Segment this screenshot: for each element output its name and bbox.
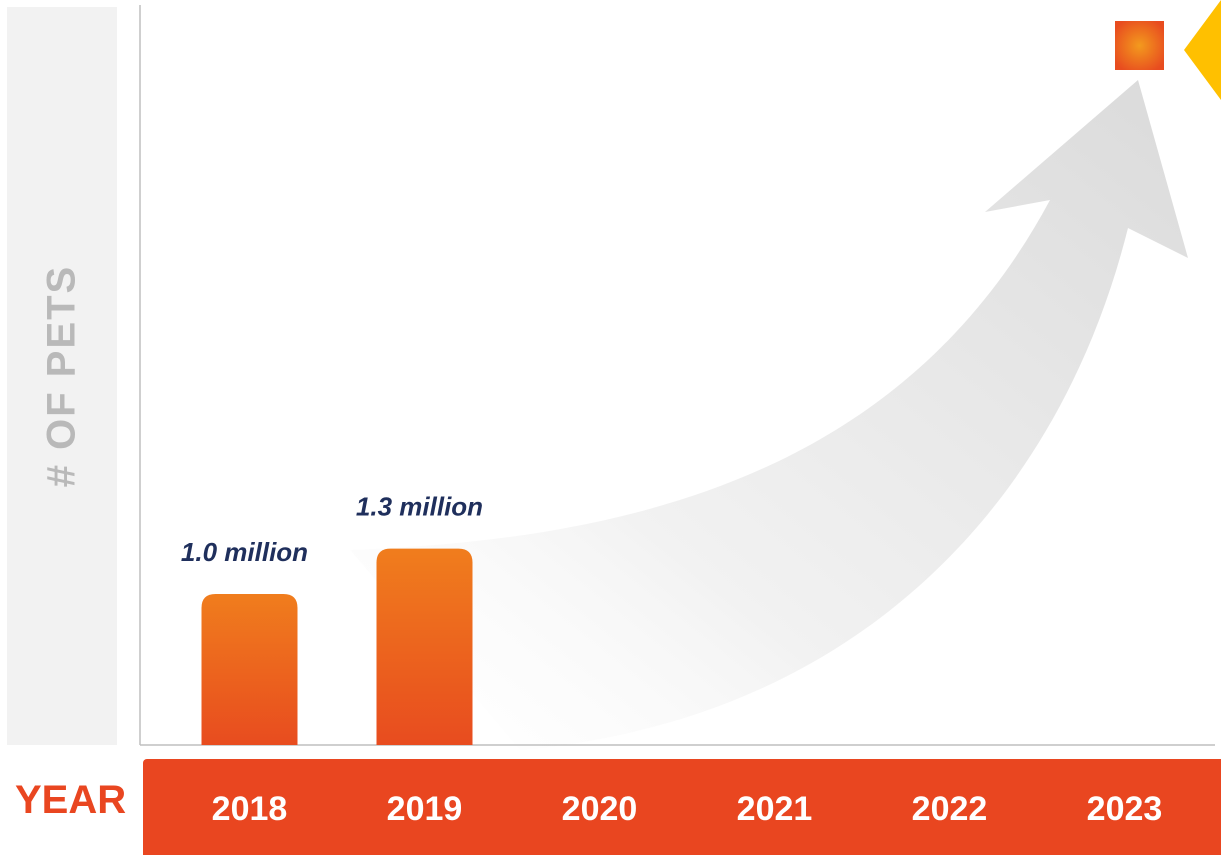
bar-2018 xyxy=(201,593,298,745)
bar-2019 xyxy=(376,548,473,745)
accent-square xyxy=(1115,21,1164,70)
data-label-2019: 1.3 million xyxy=(356,492,483,522)
x-axis-label: YEAR xyxy=(15,778,127,822)
trend-arrow xyxy=(350,80,1188,750)
accent-diamond xyxy=(1184,0,1221,100)
data-label-2018: 1.0 million xyxy=(181,537,308,567)
y-axis-label-strip xyxy=(7,7,117,745)
year-band xyxy=(143,759,1221,855)
